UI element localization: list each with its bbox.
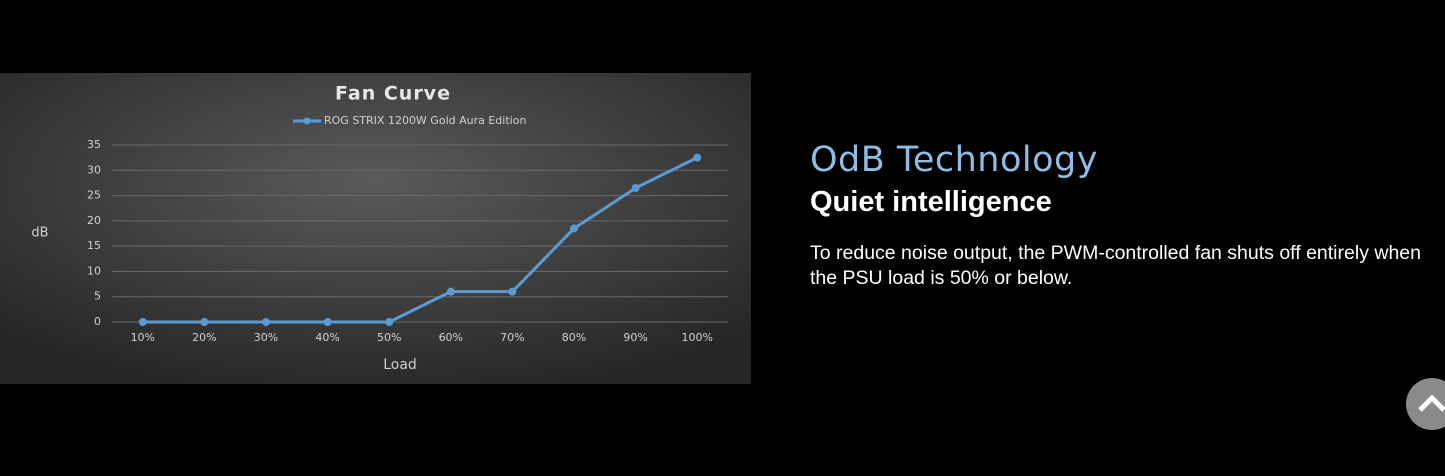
x-tick-label: 50%	[377, 331, 401, 344]
x-tick-label: 100%	[681, 331, 712, 344]
scroll-top-icon[interactable]	[1418, 394, 1445, 412]
x-axis-label: Load	[383, 357, 417, 373]
point-marker	[693, 153, 702, 162]
point-marker	[446, 287, 455, 296]
x-tick-label: 10%	[131, 331, 155, 344]
point-marker	[138, 318, 147, 326]
scroll-top-button[interactable]	[1406, 378, 1445, 430]
point-marker	[323, 318, 332, 326]
x-tick-label: 80%	[562, 331, 586, 344]
point-marker	[385, 318, 394, 326]
y-tick-label: 0	[94, 315, 101, 328]
body-text: To reduce noise output, the PWM-controll…	[810, 242, 1421, 289]
heading: OdB Technology	[810, 140, 1098, 180]
point-marker	[631, 183, 640, 192]
y-tick-label: 30	[87, 163, 101, 176]
legend-marker	[303, 117, 311, 125]
y-tick-label: 20	[87, 214, 101, 227]
series-line	[142, 156, 698, 324]
y-tick-label: 15	[87, 239, 101, 252]
x-tick-label: 40%	[315, 331, 339, 344]
x-tick-label: 20%	[192, 331, 216, 344]
y-tick-label: 25	[87, 189, 101, 202]
x-tick-label: 60%	[439, 331, 463, 344]
y-axis-label: dB	[31, 226, 48, 241]
point-marker	[262, 318, 270, 326]
chart: Fan Curve dB Load 0 5 10 15 20 25 30 35 10% 20% 30…	[0, 73, 751, 384]
x-tick-label: 70%	[500, 331, 524, 344]
point-marker	[570, 224, 578, 233]
x-tick-label: 90%	[623, 331, 647, 344]
y-tick-label: 5	[94, 290, 101, 303]
subheading: Quiet intelligence	[810, 186, 1052, 218]
x-tick-label: 30%	[254, 331, 278, 344]
chart-background	[0, 73, 751, 384]
legend-label: ROG STRIX 1200W Gold Aura Edition	[324, 114, 526, 127]
feature-text: OdB Technology Quiet intelligence To red…	[810, 140, 1435, 291]
point-marker	[200, 318, 209, 326]
chart-title: Fan Curve	[335, 83, 451, 105]
y-tick-label: 35	[87, 138, 101, 151]
point-marker	[508, 287, 517, 296]
y-tick-label: 10	[87, 264, 101, 277]
